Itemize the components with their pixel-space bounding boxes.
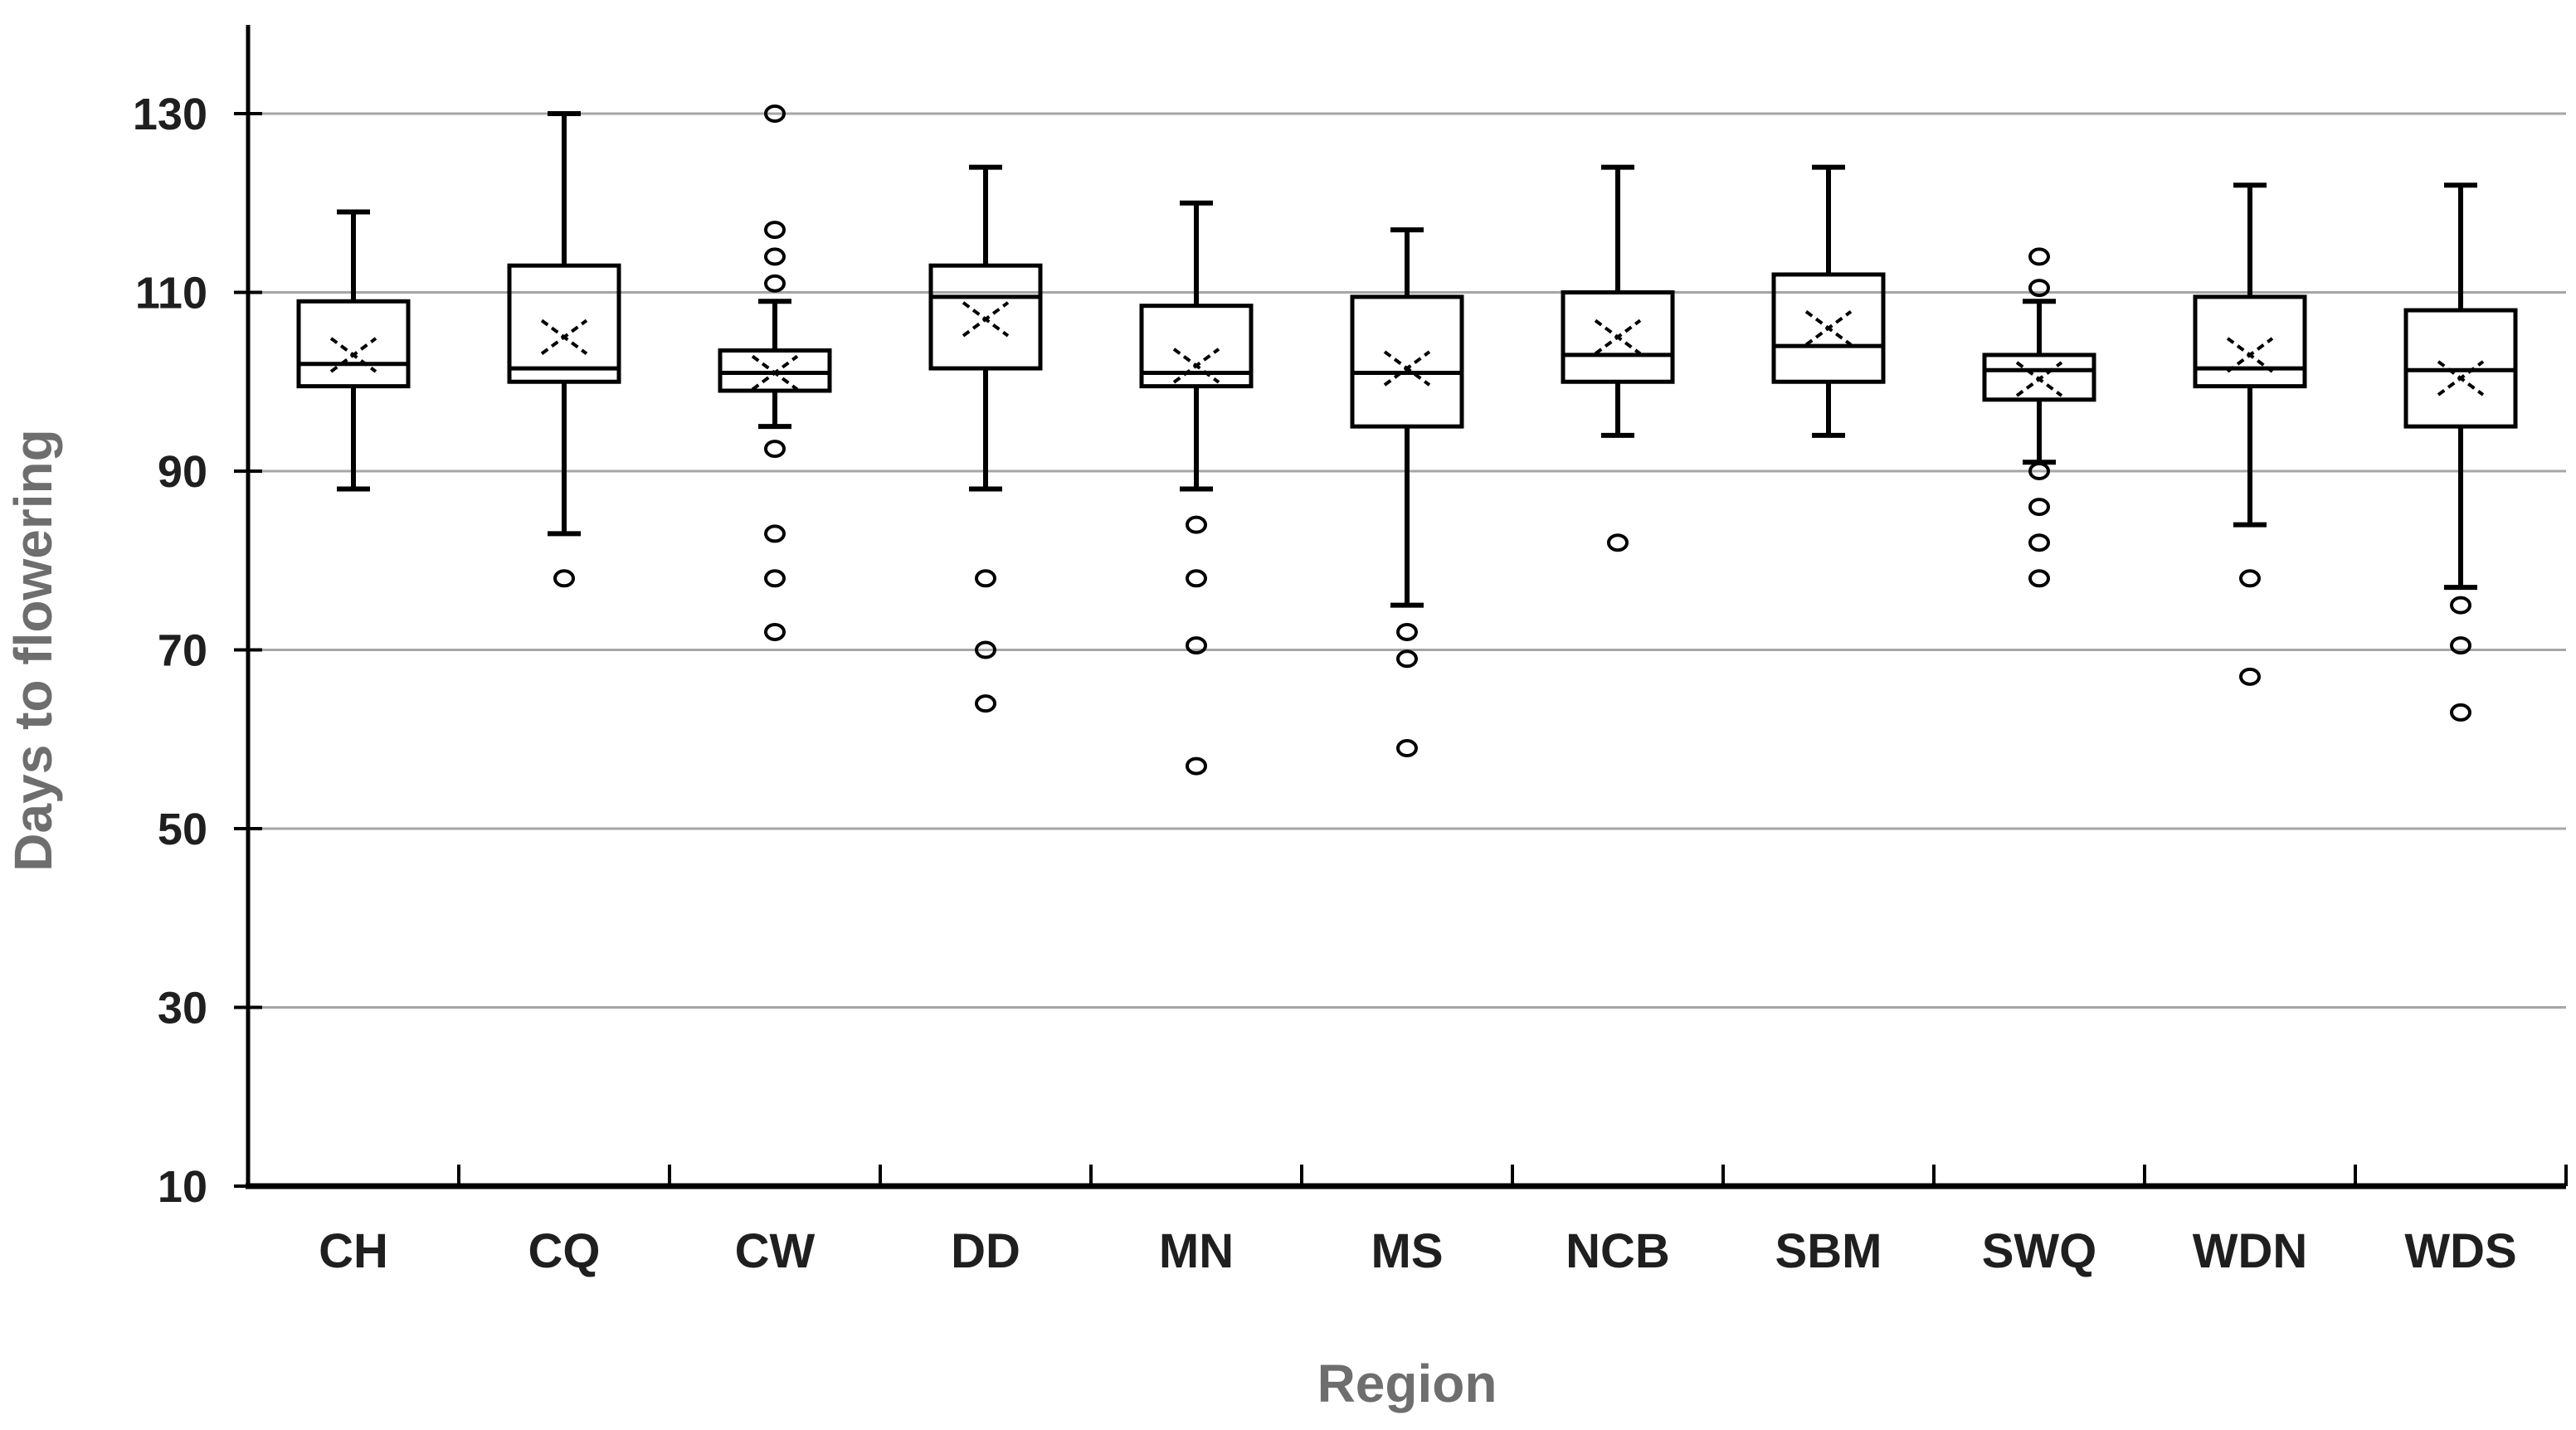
outlier-SWQ-114 bbox=[2028, 247, 2050, 266]
boxplot-MS bbox=[1350, 227, 1464, 758]
outlier-MS-59 bbox=[1396, 739, 1418, 758]
category-label-MN: MN bbox=[1159, 1224, 1234, 1278]
outlier-WDN-78 bbox=[2239, 569, 2261, 588]
boxplot-CQ bbox=[507, 111, 621, 588]
boxplot-CH bbox=[296, 209, 411, 492]
category-label-NCB: NCB bbox=[1566, 1224, 1670, 1278]
boxplot-SBM bbox=[1771, 164, 1886, 438]
category-label-CH: CH bbox=[319, 1224, 388, 1278]
iqr-box-WDN bbox=[2193, 294, 2307, 389]
boxplot-CW bbox=[718, 105, 832, 641]
mean-marker-SWQ bbox=[2015, 361, 2063, 397]
outlier-CQ-78 bbox=[553, 569, 575, 588]
outlier-SWQ-86 bbox=[2028, 498, 2050, 517]
y-tick-label-10: 10 bbox=[158, 1162, 207, 1212]
mean-marker-SBM bbox=[1804, 309, 1853, 347]
iqr-box-CW bbox=[718, 348, 832, 393]
outlier-WDS-70.5 bbox=[2450, 636, 2471, 655]
iqr-box-NCB bbox=[1561, 290, 1675, 384]
mean-marker-WDN bbox=[2226, 337, 2274, 373]
mean-marker-CQ bbox=[540, 319, 588, 355]
outlier-DD-78 bbox=[975, 569, 996, 588]
y-axis-title: Days to flowering bbox=[3, 429, 63, 871]
outlier-SWQ-78 bbox=[2028, 569, 2050, 588]
outlier-CW-114 bbox=[764, 247, 786, 266]
category-label-CQ: CQ bbox=[528, 1224, 601, 1278]
boxplot-MN bbox=[1139, 200, 1254, 776]
boxplot-WDN bbox=[2193, 182, 2307, 686]
category-label-SBM: SBM bbox=[1775, 1224, 1882, 1278]
outlier-CW-111 bbox=[764, 274, 786, 293]
y-tick-label-90: 90 bbox=[158, 447, 207, 497]
category-label-WDN: WDN bbox=[2193, 1224, 2308, 1278]
outlier-MS-69 bbox=[1396, 649, 1418, 669]
outlier-WDN-67 bbox=[2239, 667, 2261, 686]
outlier-CW-92.5 bbox=[764, 440, 786, 459]
boxplot-DD bbox=[928, 164, 1043, 713]
outlier-CW-78 bbox=[764, 569, 786, 588]
iqr-box-MN bbox=[1139, 304, 1254, 389]
category-label-DD: DD bbox=[951, 1224, 1020, 1278]
axes-group bbox=[234, 25, 2568, 1189]
y-tick-label-50: 50 bbox=[158, 805, 207, 854]
mean-marker-MN bbox=[1172, 348, 1220, 384]
outlier-MN-78 bbox=[1186, 569, 1207, 588]
outlier-MN-70.5 bbox=[1186, 636, 1207, 655]
x-axis-title: Region bbox=[1317, 1354, 1497, 1413]
outlier-CW-83 bbox=[764, 524, 786, 543]
outlier-SWQ-110.5 bbox=[2028, 279, 2050, 298]
y-tick-label-30: 30 bbox=[158, 984, 207, 1034]
category-label-WDS: WDS bbox=[2404, 1224, 2516, 1278]
boxplot-WDS bbox=[2403, 182, 2518, 722]
outlier-NCB-82 bbox=[1607, 533, 1629, 552]
outlier-SWQ-90 bbox=[2028, 462, 2050, 480]
mean-marker-CW bbox=[751, 354, 799, 392]
outlier-DD-64 bbox=[975, 694, 996, 713]
outlier-SWQ-82 bbox=[2028, 533, 2050, 552]
outlier-WDS-63 bbox=[2450, 703, 2471, 722]
iqr-box-SBM bbox=[1771, 272, 1886, 384]
outlier-MN-84 bbox=[1186, 515, 1207, 534]
mean-marker-NCB bbox=[1594, 319, 1642, 355]
category-label-CW: CW bbox=[735, 1224, 816, 1278]
mean-marker-CH bbox=[329, 337, 377, 373]
y-tick-label-70: 70 bbox=[158, 626, 207, 676]
mean-marker-DD bbox=[962, 301, 1010, 338]
axis-labels-group: 10 30 50 70 90 110 130 CH CQ CW DD MN MS NCB SBM SWQ WDN… bbox=[133, 90, 2517, 1278]
outlier-MN-57 bbox=[1186, 756, 1207, 776]
outlier-DD-70 bbox=[975, 640, 996, 659]
y-tick-label-110: 110 bbox=[135, 269, 207, 319]
boxplot-NCB bbox=[1561, 164, 1675, 552]
outlier-MS-72 bbox=[1396, 622, 1418, 641]
iqr-box-CH bbox=[296, 299, 411, 389]
category-label-SWQ: SWQ bbox=[1982, 1224, 2097, 1278]
iqr-box-CQ bbox=[507, 263, 621, 384]
mean-marker-MS bbox=[1383, 350, 1431, 387]
mean-marker-WDS bbox=[2437, 360, 2485, 396]
iqr-box-SWQ bbox=[1982, 353, 2096, 402]
iqr-box-DD bbox=[928, 263, 1043, 371]
outlier-CW-117 bbox=[764, 221, 786, 240]
boxplot-SWQ bbox=[1982, 247, 2096, 588]
boxplots-group bbox=[296, 105, 2518, 776]
outlier-CW-72 bbox=[764, 622, 786, 641]
iqr-box-MS bbox=[1350, 294, 1464, 429]
outlier-CW-130 bbox=[764, 105, 786, 123]
y-tick-label-130: 130 bbox=[133, 90, 207, 139]
category-label-MS: MS bbox=[1371, 1224, 1444, 1278]
outlier-WDS-75 bbox=[2450, 596, 2471, 615]
